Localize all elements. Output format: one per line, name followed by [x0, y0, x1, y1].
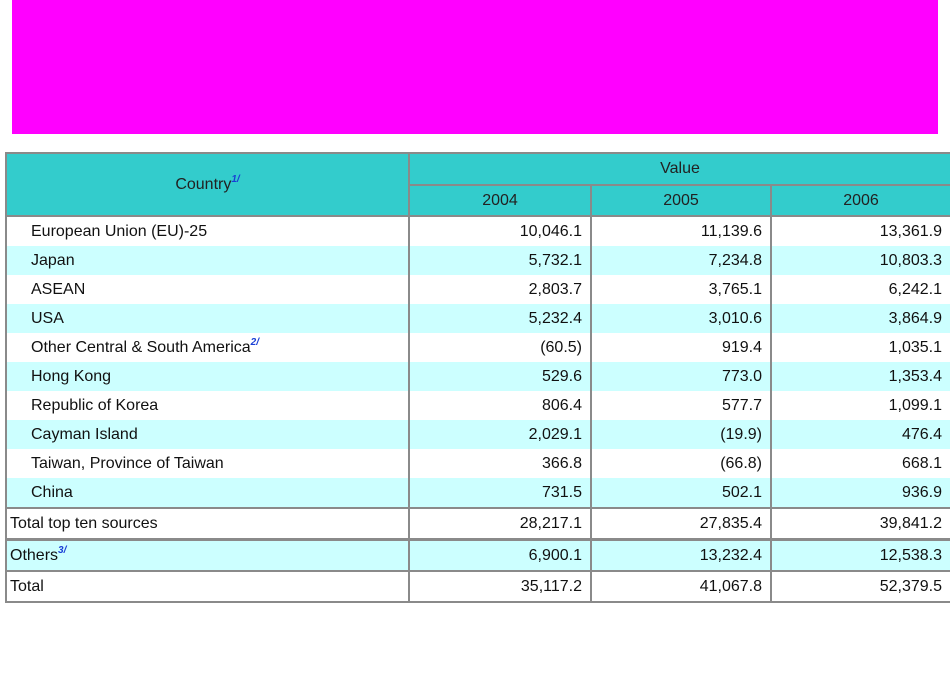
value-2005: (66.8) — [590, 449, 772, 478]
country-name: USA — [31, 309, 64, 327]
header-country: Country1/ — [5, 152, 410, 217]
country-name: ASEAN — [31, 280, 86, 298]
grand-total-row: Total 35,117.2 41,067.8 52,379.5 — [5, 570, 950, 603]
country-name: Taiwan, Province of Taiwan — [31, 454, 224, 472]
value-2005: 27,835.4 — [590, 507, 772, 541]
country-name: Cayman Island — [31, 425, 138, 443]
value-2006: 6,242.1 — [769, 275, 950, 304]
value-2005: 919.4 — [590, 333, 772, 362]
value-2004: 806.4 — [408, 391, 592, 420]
header-value: Value — [407, 152, 950, 186]
value-2004: 35,117.2 — [408, 570, 592, 603]
total-row-top-ten: Total top ten sources 28,217.1 27,835.4 … — [5, 507, 950, 541]
total-label: Total top ten sources — [10, 514, 158, 532]
others-label: Others — [10, 546, 59, 564]
value-2004: 2,029.1 — [408, 420, 592, 449]
value-2006: 10,803.3 — [769, 246, 950, 275]
value-2006: 1,099.1 — [769, 391, 950, 420]
value-2006: 476.4 — [769, 420, 950, 449]
value-2004: 5,732.1 — [408, 246, 592, 275]
country-name: Republic of Korea — [31, 396, 159, 414]
value-2005: 7,234.8 — [590, 246, 772, 275]
header-year-2005: 2005 — [590, 184, 772, 217]
table-row: Taiwan, Province of Taiwan 366.8 (66.8) … — [5, 449, 950, 478]
value-2004: 10,046.1 — [408, 216, 592, 246]
value-2005: 773.0 — [590, 362, 772, 391]
value-2004: 28,217.1 — [408, 507, 592, 541]
value-2004: 5,232.4 — [408, 304, 592, 333]
value-2004: 6,900.1 — [408, 538, 592, 572]
table-row: Japan 5,732.1 7,234.8 10,803.3 — [5, 246, 950, 275]
header-country-label: Country — [175, 175, 232, 193]
table-row: China 731.5 502.1 936.9 — [5, 478, 950, 508]
table-row: European Union (EU)-25 10,046.1 11,139.6… — [5, 216, 950, 246]
table-row: Republic of Korea 806.4 577.7 1,099.1 — [5, 391, 950, 420]
table-row: USA 5,232.4 3,010.6 3,864.9 — [5, 304, 950, 333]
value-2006: 39,841.2 — [769, 507, 950, 541]
value-2005: 13,232.4 — [590, 538, 772, 572]
value-2004: (60.5) — [408, 333, 592, 362]
country-name: Hong Kong — [31, 367, 112, 385]
country-name: European Union (EU)-25 — [31, 222, 208, 240]
value-2005: 3,010.6 — [590, 304, 772, 333]
value-2006: 3,864.9 — [769, 304, 950, 333]
value-2005: 11,139.6 — [590, 216, 772, 246]
value-2006: 1,035.1 — [769, 333, 950, 362]
value-2004: 529.6 — [408, 362, 592, 391]
value-2006: 52,379.5 — [769, 570, 950, 603]
header-year-2004: 2004 — [408, 184, 592, 217]
footnote-marker: 1/ — [231, 173, 240, 185]
table-row: Cayman Island 2,029.1 (19.9) 476.4 — [5, 420, 950, 449]
value-2006: 1,353.4 — [769, 362, 950, 391]
value-2004: 366.8 — [408, 449, 592, 478]
value-2005: 577.7 — [590, 391, 772, 420]
value-2006: 936.9 — [769, 478, 950, 508]
value-2005: 3,765.1 — [590, 275, 772, 304]
country-name: China — [31, 483, 73, 501]
value-2005: 41,067.8 — [590, 570, 772, 603]
value-2006: 13,361.9 — [769, 216, 950, 246]
table-row: Other Central & South America2/ (60.5) 9… — [5, 333, 950, 362]
table-row: Hong Kong 529.6 773.0 1,353.4 — [5, 362, 950, 391]
country-name: Other Central & South America — [31, 338, 251, 356]
value-2006: 668.1 — [769, 449, 950, 478]
value-2006: 12,538.3 — [769, 538, 950, 572]
value-2005: 502.1 — [590, 478, 772, 508]
magenta-banner — [12, 0, 938, 134]
country-value-table: Country1/ Value 2004 2005 2006 European … — [5, 152, 950, 603]
country-name: Japan — [31, 251, 75, 269]
value-2004: 731.5 — [408, 478, 592, 508]
others-row: Others3/ 6,900.1 13,232.4 12,538.3 — [5, 538, 950, 572]
footnote-marker: 3/ — [58, 544, 67, 556]
value-2004: 2,803.7 — [408, 275, 592, 304]
table-row: ASEAN 2,803.7 3,765.1 6,242.1 — [5, 275, 950, 304]
footnote-marker: 2/ — [250, 336, 259, 348]
total-label: Total — [10, 577, 44, 595]
header-year-2006: 2006 — [769, 184, 950, 217]
value-2005: (19.9) — [590, 420, 772, 449]
